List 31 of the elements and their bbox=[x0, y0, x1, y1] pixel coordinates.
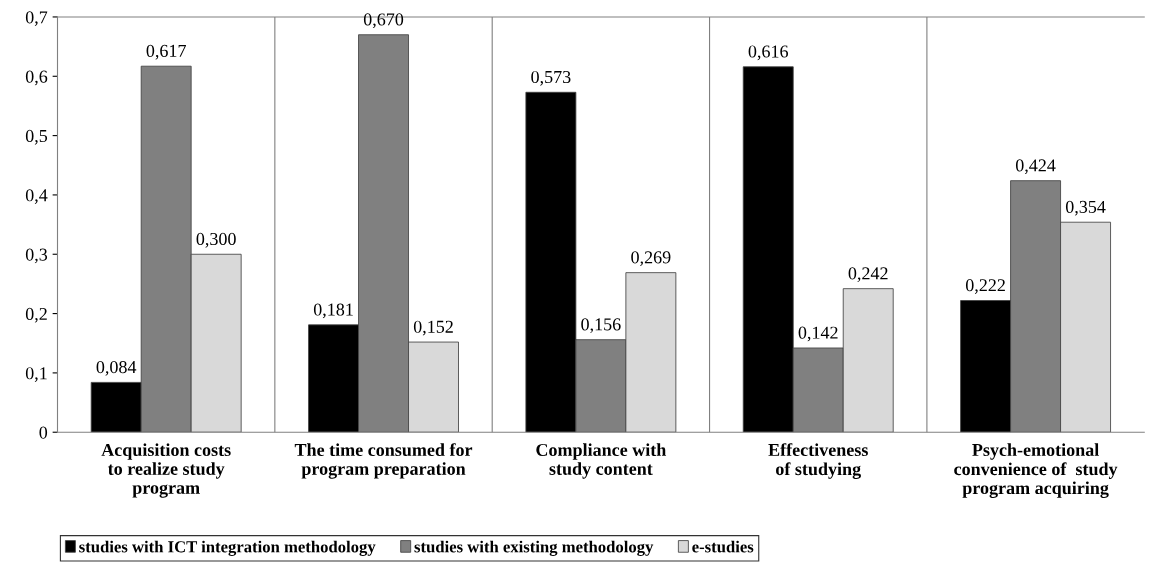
legend-label: studies with ICT integration methodology bbox=[79, 540, 376, 556]
data-label: 0,616 bbox=[748, 45, 789, 61]
data-label: 0,670 bbox=[363, 13, 404, 29]
y-tick-label: 0,4 bbox=[25, 189, 48, 204]
data-label: 0,142 bbox=[798, 326, 838, 342]
y-tick-label: 0,6 bbox=[25, 70, 48, 86]
x-tick-label: Effectiveness of studying bbox=[768, 443, 868, 479]
x-tick-label: Compliance with study content bbox=[536, 443, 667, 479]
y-tick-label: 0,5 bbox=[25, 129, 48, 145]
data-label: 0,354 bbox=[1065, 200, 1106, 216]
legend-label: studies with existing methodology bbox=[414, 540, 654, 556]
y-tick-label: 0,3 bbox=[25, 248, 48, 264]
data-label: 0,573 bbox=[531, 70, 571, 86]
data-label: 0,269 bbox=[631, 251, 671, 267]
x-tick-label: Acquisition costs to realize study program bbox=[101, 443, 231, 498]
data-label: 0,424 bbox=[1015, 159, 1056, 175]
legend-label: e-studies bbox=[692, 540, 754, 553]
data-label: 0,300 bbox=[196, 232, 236, 248]
data-label: 0,242 bbox=[848, 267, 888, 283]
data-label: 0,222 bbox=[965, 279, 1005, 294]
data-label: 0,617 bbox=[146, 44, 186, 60]
x-tick-label: Psych-emotional convenience of study program acquiring bbox=[954, 443, 1118, 498]
y-tick-label: 0,1 bbox=[25, 367, 47, 382]
data-label: 0,084 bbox=[96, 360, 137, 376]
data-label: 0,181 bbox=[313, 303, 353, 319]
y-tick-label: 0,2 bbox=[25, 307, 47, 323]
data-label: 0,156 bbox=[581, 318, 621, 334]
x-tick-label: The time consumed for program preparation bbox=[294, 443, 473, 479]
y-tick-label: 0 bbox=[39, 426, 48, 439]
data-label: 0,152 bbox=[413, 320, 453, 336]
y-tick-label: 0,7 bbox=[25, 11, 48, 26]
